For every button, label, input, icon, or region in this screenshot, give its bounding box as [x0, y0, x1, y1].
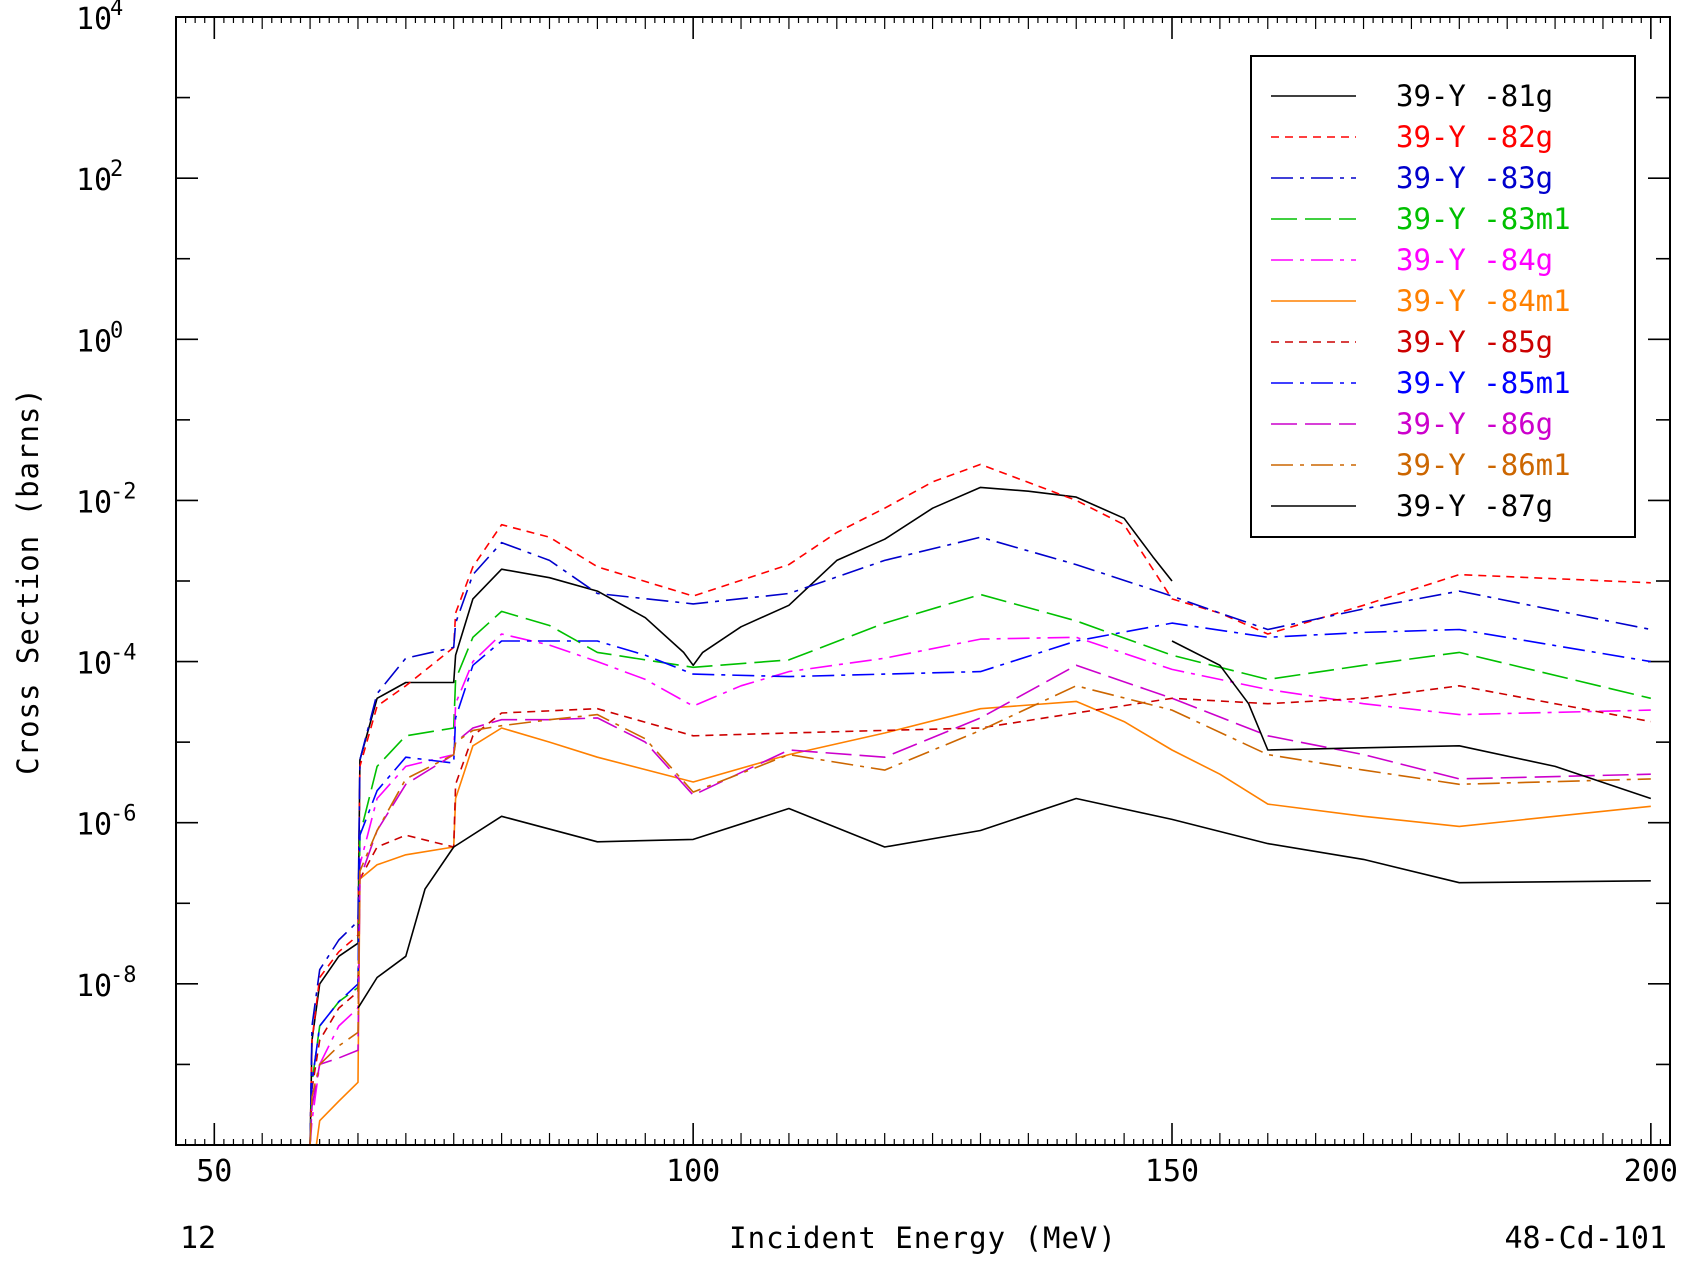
- y-tick-label: 10: [76, 324, 112, 359]
- y-tick-label: 10: [76, 2, 112, 37]
- legend-box: [1250, 55, 1636, 538]
- y-tick-exponent: 0: [110, 318, 123, 343]
- y-tick-label: 10: [76, 163, 112, 198]
- y-tick-label: 10: [76, 485, 112, 520]
- plot-frame: [175, 16, 1671, 1146]
- series-line-6: [315, 700, 1651, 1145]
- x-tick-label: 150: [1145, 1154, 1199, 1189]
- x-tick-label: 50: [196, 1154, 232, 1189]
- series-line-4: [309, 593, 1651, 1145]
- legend-label: 39-Y -83g: [1396, 161, 1553, 195]
- y-tick-exponent: -6: [110, 802, 137, 827]
- series-line-10: [309, 684, 1651, 1145]
- x-tick-label: 200: [1624, 1154, 1678, 1189]
- series-line-2: [309, 463, 1651, 1145]
- series-layer: [309, 463, 1652, 1145]
- y-tick-exponent: -2: [110, 479, 137, 504]
- series-line-9: [309, 664, 1651, 1145]
- series-line-11: [357, 797, 1651, 1009]
- y-tick-label: 10: [76, 969, 112, 1004]
- series-line-7: [309, 684, 1651, 1145]
- footer-left-label: 12: [180, 1221, 216, 1256]
- legend: 39-Y -81g 39-Y -82g 39-Y -83g 39-Y -83m1 39-…: [1250, 55, 1636, 538]
- y-tick-exponent: 2: [110, 157, 123, 182]
- y-axis-label: Cross Section (barns): [11, 387, 45, 775]
- y-tick-label: 10: [76, 647, 112, 682]
- series-line-1: [309, 486, 1173, 1145]
- legend-label: 39-Y -83m1: [1396, 202, 1571, 236]
- series-line-8: [309, 622, 1651, 1145]
- legend-label: 39-Y -84m1: [1396, 284, 1571, 318]
- x-axis: 50 100 150 200: [196, 17, 1678, 1189]
- legend-label: 39-Y -86m1: [1396, 448, 1571, 482]
- y-tick-exponent: 4: [110, 0, 123, 21]
- legend-label: 39-Y -82g: [1396, 120, 1553, 154]
- legend-label: 39-Y -81g: [1396, 79, 1553, 113]
- legend-label: 39-Y -86g: [1396, 407, 1553, 441]
- legend-label: 39-Y -84g: [1396, 243, 1553, 277]
- x-tick-label: 100: [666, 1154, 720, 1189]
- series-line-continuation: [1171, 640, 1652, 800]
- y-tick-label: 10: [76, 808, 112, 843]
- y-tick-exponent: -8: [110, 963, 137, 988]
- x-axis-label: Incident Energy (MeV): [729, 1221, 1117, 1255]
- footer-right-label: 48-Cd-101: [1504, 1221, 1667, 1256]
- legend-label: 39-Y -85g: [1396, 325, 1553, 359]
- legend-label: 39-Y -87g: [1396, 489, 1553, 523]
- y-tick-exponent: -4: [110, 641, 137, 666]
- legend-label: 39-Y -85m1: [1396, 366, 1571, 400]
- series-line-5: [309, 633, 1651, 1145]
- series-line-3: [309, 536, 1651, 1145]
